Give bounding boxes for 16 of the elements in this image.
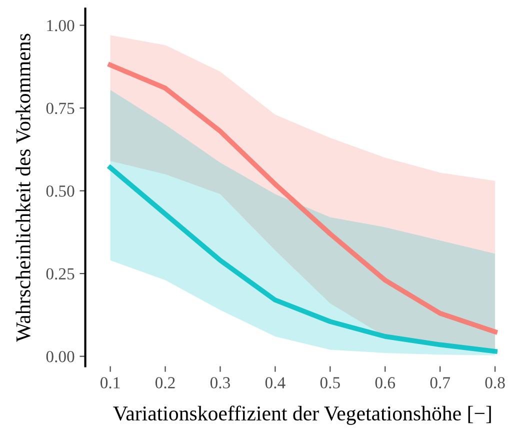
x-tick-label: 0.7 [430, 377, 450, 388]
x-tick-label: 0.4 [265, 377, 286, 388]
x-tick-label: 0.5 [320, 377, 340, 388]
y-tick-label: 0.75 [46, 102, 74, 114]
line-series [108, 165, 498, 354]
x-tick-label: 0.3 [210, 377, 230, 388]
x-tick-label: 0.1 [100, 377, 120, 388]
y-tick-label: 0.00 [46, 351, 74, 362]
x-axis-title: Variationskoeffizient der Vegetationshöhe [−] [113, 406, 491, 425]
y-axis-title: Wahrscheinlichkeit des Vorkommens [16, 34, 30, 342]
x-tick-label: 0.2 [155, 377, 175, 388]
y-tick-label: 0.50 [46, 185, 74, 197]
y-tick-label: 1.00 [47, 20, 74, 32]
x-tick-label: 0.8 [485, 377, 505, 388]
x-tick-label: 0.6 [375, 377, 396, 388]
y-tick-label: 0.25 [46, 268, 74, 280]
